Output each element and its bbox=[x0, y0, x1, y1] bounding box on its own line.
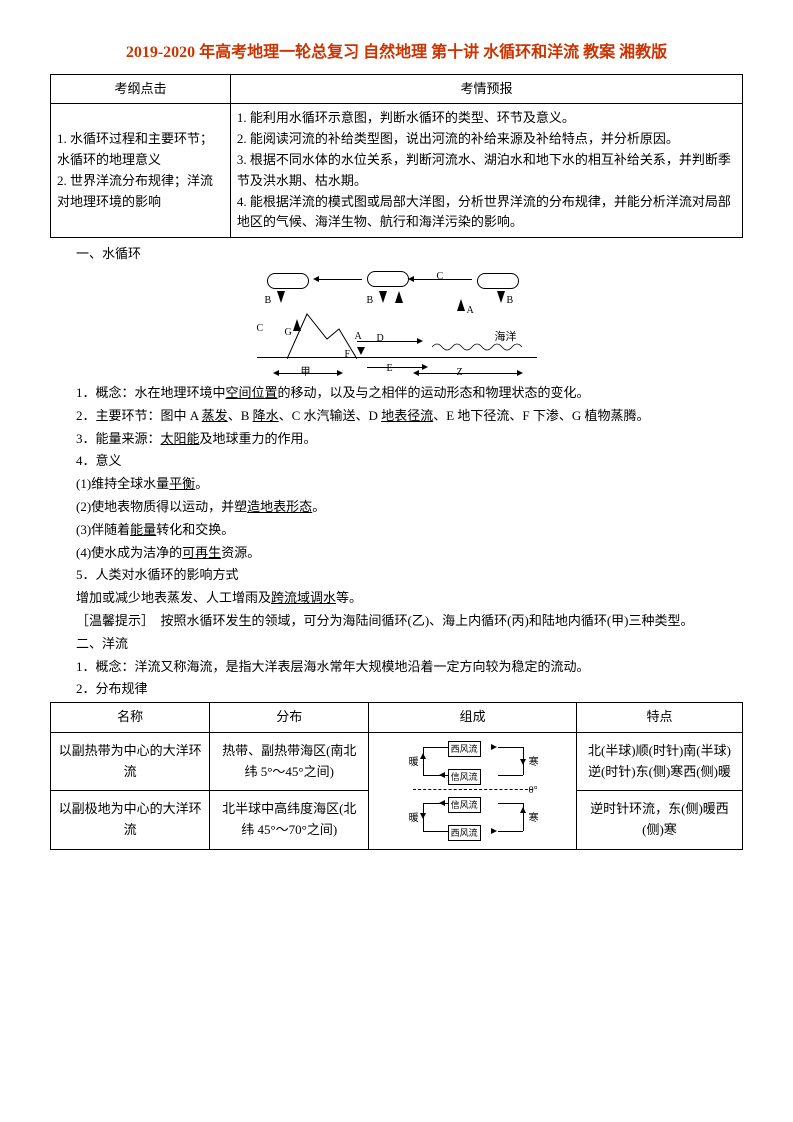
page-title: 2019-2020 年高考地理一轮总复习 自然地理 第十讲 水循环和洋流 教案 … bbox=[50, 40, 743, 66]
r1-dist: 北半球中高纬度海区(北纬 45°～70°之间) bbox=[210, 791, 369, 850]
lbl-cold-n: 寒 bbox=[529, 755, 539, 771]
p-human: 增加或减少地表蒸发、人工增雨及跨流域调水等。 bbox=[50, 588, 743, 609]
p-dist-h: 2．分布规律 bbox=[50, 679, 743, 700]
t2h1: 分布 bbox=[210, 703, 369, 733]
r0-dist: 热带、副热带海区(南北纬 5°～45°之间) bbox=[210, 732, 369, 791]
p-human-h: 5．人类对水循环的影响方式 bbox=[50, 565, 743, 586]
p-ocean-concept: 1．概念：洋流又称海流，是指大洋表层海水常年大规模地沿着一定方向较为稳定的流动。 bbox=[50, 657, 743, 678]
th-right: 考情预报 bbox=[230, 74, 742, 104]
p-m4: (4)使水成为洁净的可再生资源。 bbox=[50, 543, 743, 564]
lbl-trade-s: 信风流 bbox=[448, 797, 481, 813]
lbl-D: D bbox=[377, 331, 384, 347]
t2h0: 名称 bbox=[51, 703, 210, 733]
th-left: 考纲点击 bbox=[51, 74, 231, 104]
lbl-cold-s: 寒 bbox=[529, 811, 539, 827]
t2h2: 组成 bbox=[369, 703, 577, 733]
lbl-Cside: C bbox=[257, 321, 264, 337]
lbl-trade-n: 信风流 bbox=[448, 769, 481, 785]
lbl-B2: B bbox=[367, 293, 374, 309]
t2h3: 特点 bbox=[576, 703, 742, 733]
section-1-heading: 一、水循环 bbox=[50, 244, 743, 265]
lbl-warm-s: 暖 bbox=[409, 811, 419, 827]
p-m3: (3)伴随着能量转化和交换。 bbox=[50, 520, 743, 541]
lbl-jia: 甲 bbox=[301, 365, 311, 381]
p-concept: 1．概念：水在地理环境中空间位置的移动，以及与之相伴的运动形态和物理状态的变化。 bbox=[50, 383, 743, 404]
r1-name: 以副极地为中心的大洋环流 bbox=[51, 791, 210, 850]
lbl-A: A bbox=[467, 303, 474, 319]
p-links: 2．主要环节：图中 A 蒸发、B 降水、C 水汽输送、D 地表径流、E 地下径流… bbox=[50, 406, 743, 427]
r1-feat: 逆时针环流，东(侧)暖西(侧)寒 bbox=[576, 791, 742, 850]
td-left: 1. 水循环过程和主要环节；水循环的地理意义 2. 世界洋流分布规律；洋流对地理… bbox=[51, 104, 231, 238]
gyre-diagram: 西风流 暖 寒 信风流 0° 信风流 bbox=[403, 741, 543, 841]
r0-name: 以副热带为中心的大洋环流 bbox=[51, 732, 210, 791]
r0-gyre-cell: 西风流 暖 寒 信风流 0° 信风流 bbox=[369, 732, 577, 849]
lbl-warm-n: 暖 bbox=[409, 755, 419, 771]
lbl-E: E bbox=[387, 361, 393, 377]
table-currents: 名称 分布 组成 特点 以副热带为中心的大洋环流 热带、副热带海区(南北纬 5°… bbox=[50, 702, 743, 850]
lbl-west-wind-s: 西风流 bbox=[448, 825, 481, 841]
p-m1: (1)维持全球水量平衡。 bbox=[50, 474, 743, 495]
lbl-Amid: A bbox=[355, 329, 362, 345]
lbl-west-wind: 西风流 bbox=[448, 741, 481, 757]
table-row: 以副热带为中心的大洋环流 热带、副热带海区(南北纬 5°～45°之间) 西风流 … bbox=[51, 732, 743, 791]
lbl-F: F bbox=[345, 347, 351, 363]
td-right: 1. 能利用水循环示意图，判断水循环的类型、环节及意义。 2. 能阅读河流的补给… bbox=[230, 104, 742, 238]
lbl-C: C bbox=[437, 269, 444, 285]
p-m2: (2)使地表物质得以运动，并塑造地表形态。 bbox=[50, 497, 743, 518]
lbl-ocean: 海洋 bbox=[495, 329, 517, 347]
table-outline: 考纲点击 考情预报 1. 水循环过程和主要环节；水循环的地理意义 2. 世界洋流… bbox=[50, 74, 743, 239]
lbl-z: Z bbox=[457, 365, 463, 381]
r0-feat: 北(半球)顺(时针)南(半球)逆(时针)东(侧)寒西(侧)暖 bbox=[576, 732, 742, 791]
p-tip: ［温馨提示］ 按照水循环发生的领域，可分为海陆间循环(乙)、海上内循环(丙)和陆… bbox=[50, 611, 743, 632]
lbl-eq: 0° bbox=[529, 783, 538, 799]
water-cycle-diagram: C B G C B A B A D F E 海洋 甲 Z bbox=[257, 269, 537, 379]
lbl-B3: B bbox=[507, 293, 514, 309]
p-energy: 3．能量来源：太阳能及地球重力的作用。 bbox=[50, 429, 743, 450]
section-2-heading: 二、洋流 bbox=[50, 634, 743, 655]
lbl-B1: B bbox=[265, 293, 272, 309]
p-meaning-h: 4．意义 bbox=[50, 451, 743, 472]
